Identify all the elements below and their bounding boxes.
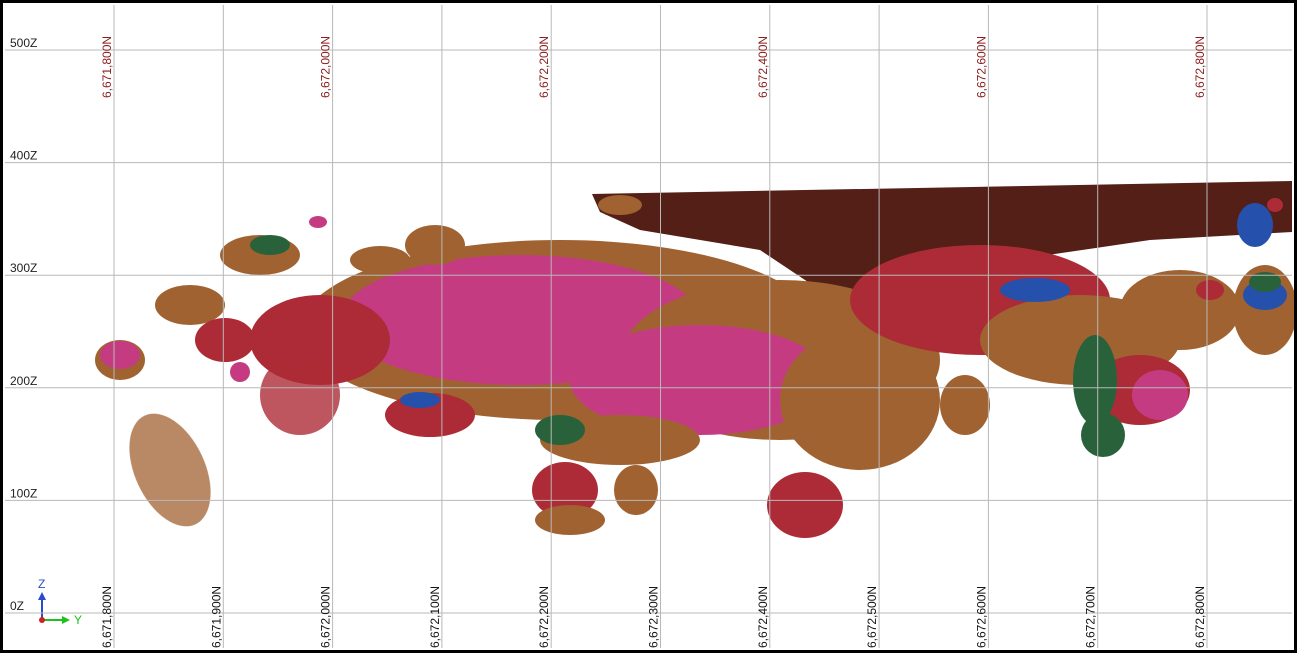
grid (5, 5, 1292, 648)
top-northing-label: 6,672,400N (756, 36, 770, 98)
bottom-northing-label: 6,671,900N (209, 586, 223, 648)
blob (598, 195, 642, 215)
blob (780, 330, 940, 470)
blob (400, 392, 440, 408)
top-northing-label: 6,672,800N (1193, 36, 1207, 98)
bottom-northing-label: 6,672,100N (428, 586, 442, 648)
blob (1000, 278, 1070, 302)
blob (100, 341, 140, 369)
blob (1073, 335, 1117, 425)
bottom-northing-label: 6,672,500N (865, 586, 879, 648)
bottom-northing-label: 6,672,200N (537, 586, 551, 648)
x-axis-dot (39, 617, 45, 623)
z-axis-label: Z (38, 577, 45, 591)
blob (1267, 198, 1283, 212)
blob (155, 285, 225, 325)
blob (195, 318, 255, 362)
z-arrowhead (38, 592, 46, 600)
blob (1081, 413, 1125, 457)
elevation-label: 400Z (10, 149, 37, 163)
bottom-northing-label: 6,672,300N (647, 586, 661, 648)
elevation-label: 100Z (10, 486, 37, 500)
blob (260, 355, 340, 435)
blob (1196, 280, 1224, 300)
y-arrowhead (62, 616, 70, 624)
blob (535, 415, 585, 445)
bottom-northing-label: 6,672,700N (1084, 586, 1098, 648)
blob (1120, 270, 1240, 350)
top-northing-label: 6,671,800N (100, 36, 114, 98)
elevation-label: 300Z (10, 261, 37, 275)
blob (532, 462, 598, 518)
blob (129, 413, 211, 527)
top-northing-label: 6,672,200N (537, 36, 551, 98)
bottom-northing-label: 6,672,600N (974, 586, 988, 648)
y-axis-label: Y (74, 613, 82, 627)
blob (614, 465, 658, 515)
blob (350, 246, 410, 274)
blob (767, 472, 843, 538)
blob (940, 375, 990, 435)
elevation-label: 200Z (10, 374, 37, 388)
blob (250, 235, 290, 255)
blob (535, 505, 605, 535)
axis-triad: Z Y (38, 577, 82, 627)
blob (230, 362, 250, 382)
bottom-northing-label: 6,671,800N (100, 586, 114, 648)
blob (1249, 272, 1281, 292)
top-northing-label: 6,672,000N (319, 36, 333, 98)
bottom-northing-label: 6,672,800N (1193, 586, 1207, 648)
elevation-label: 0Z (10, 599, 24, 613)
bottom-northing-label: 6,672,400N (756, 586, 770, 648)
blob (309, 216, 327, 228)
orebody-blobs (95, 181, 1297, 538)
blob (1132, 370, 1188, 420)
blob (405, 225, 465, 265)
bottom-northing-label: 6,672,000N (319, 586, 333, 648)
blob (1237, 203, 1273, 247)
top-northing-label: 6,672,600N (974, 36, 988, 98)
elevation-label: 500Z (10, 36, 37, 50)
blob (570, 325, 830, 435)
blob (592, 181, 1292, 292)
